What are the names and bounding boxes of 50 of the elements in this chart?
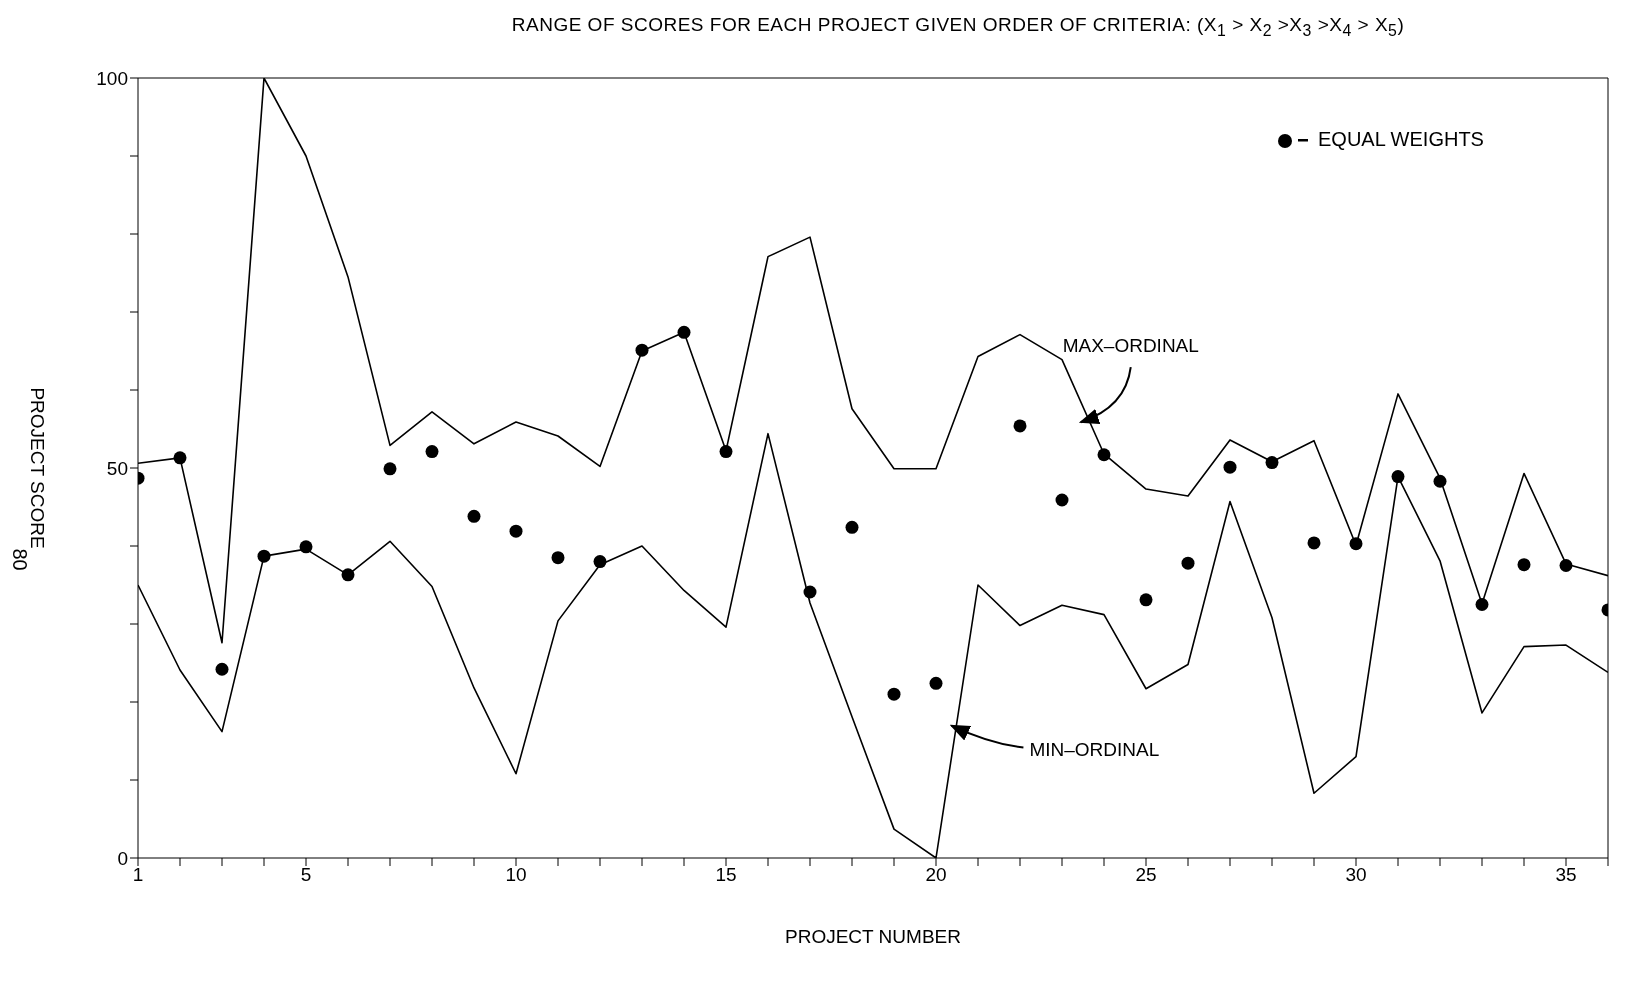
point xyxy=(929,676,943,690)
x-tick-label: 25 xyxy=(1135,864,1157,886)
point xyxy=(1433,474,1447,488)
point xyxy=(1139,593,1153,607)
point xyxy=(1475,598,1489,611)
point xyxy=(467,509,481,523)
point xyxy=(1055,493,1069,507)
x-tick-label: 35 xyxy=(1555,864,1577,886)
y-tick-label: 100 xyxy=(96,67,128,89)
point xyxy=(635,343,649,357)
x-tick-label: 15 xyxy=(715,864,737,886)
y-tick-label: 0 xyxy=(117,847,128,869)
point xyxy=(215,662,229,676)
text: 80 xyxy=(7,548,31,571)
annotation: MIN–ORDINAL xyxy=(1029,738,1160,760)
legend-label: EQUAL WEIGHTS xyxy=(1296,128,1484,150)
x-tick-label: 20 xyxy=(925,864,947,886)
point xyxy=(1223,460,1237,474)
point xyxy=(1349,537,1363,551)
point xyxy=(1097,448,1111,462)
point xyxy=(1517,558,1531,572)
x-tick-label: 1 xyxy=(132,864,144,886)
chart-title: RANGE OF SCORES FOR EACH PROJECT GIVEN ORDER OF CRITERIA: (X$_{1}$ > X$_{2}$ >X$_{3}$ >X$_{4}$ > X$_{5}$) xyxy=(511,14,1405,39)
point xyxy=(1559,559,1573,572)
x-tick-label: 10 xyxy=(505,864,527,886)
point xyxy=(1265,456,1279,470)
point xyxy=(257,549,271,563)
point xyxy=(173,451,187,465)
point xyxy=(509,524,523,538)
point xyxy=(803,585,817,599)
point xyxy=(719,445,733,459)
x-tick-label: 5 xyxy=(300,864,312,886)
point xyxy=(1013,419,1027,433)
point xyxy=(1181,556,1195,570)
point xyxy=(341,568,355,582)
point xyxy=(677,325,691,339)
point xyxy=(593,555,607,569)
annotation: MAX–ORDINAL xyxy=(1062,335,1199,357)
y-tick-label: 50 xyxy=(106,457,128,479)
point xyxy=(1307,536,1321,550)
point xyxy=(299,540,313,554)
point xyxy=(551,551,565,565)
point xyxy=(887,687,901,701)
y-axis-title: PROJECT SCORE xyxy=(27,387,49,549)
x-tick-label: 30 xyxy=(1345,864,1367,886)
x-axis-title: PROJECT NUMBER xyxy=(785,926,961,947)
point xyxy=(845,520,859,534)
point xyxy=(383,462,397,476)
point xyxy=(1391,470,1405,484)
point xyxy=(425,445,439,459)
